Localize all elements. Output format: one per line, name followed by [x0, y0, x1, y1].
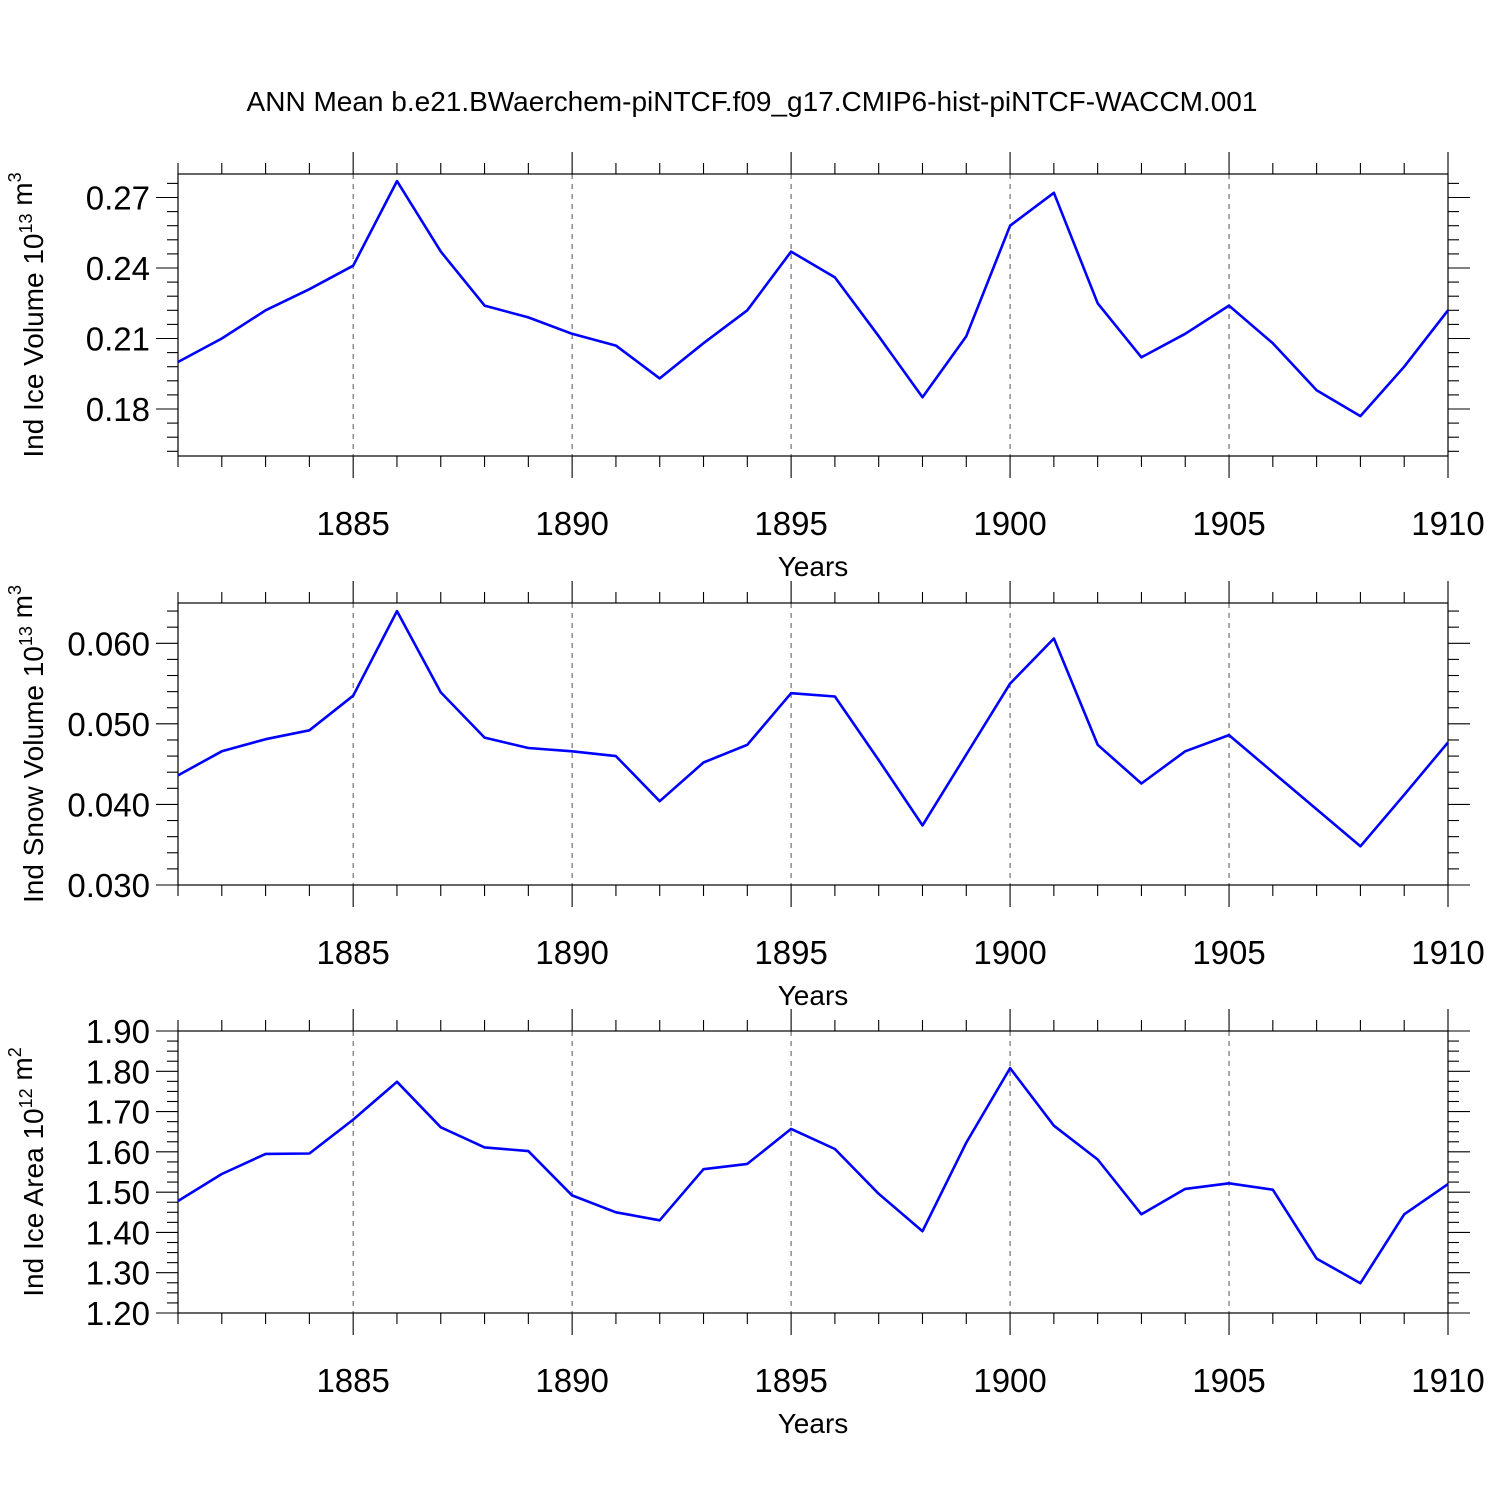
- y-tick-label: 0.24: [86, 250, 150, 287]
- y-axis-label: Ind Ice Volume 1013 m3: [5, 172, 49, 457]
- series-line-1: [177, 179, 1450, 418]
- x-axis-label: Years: [778, 980, 849, 1011]
- y-tick-label: 1.70: [86, 1094, 150, 1131]
- y-axis-label: Ind Ice Area 1012 m2: [5, 1047, 49, 1297]
- y-tick-label: 1.40: [86, 1214, 150, 1251]
- plot-frame: [177, 602, 1449, 886]
- x-tick-label: 1890: [535, 934, 608, 971]
- y-tick-label: 1.90: [86, 1013, 150, 1050]
- series-line-1: [177, 609, 1449, 848]
- plot-frame: [177, 1030, 1449, 1314]
- x-tick-label: 1905: [1192, 934, 1265, 971]
- panels: 0.18 0.21 0.24 0.27 1885 1890 1895 1900 1905 1910…: [5, 152, 1485, 1439]
- chart-panel-1: 0.18 0.21 0.24 0.27 1885 1890 1895 1900 1905 1910…: [5, 152, 1485, 582]
- y-tick-label: 1.30: [86, 1255, 150, 1292]
- y-tick-label: 1.20: [86, 1295, 150, 1332]
- x-tick-label: 1895: [754, 934, 827, 971]
- x-tick-label: 1895: [754, 505, 827, 542]
- chart-panel-3: 1.201.30 1.401.501.601.70 1.801.90 1885 1890…: [5, 1009, 1485, 1439]
- y-tick-label: 0.18: [86, 391, 150, 428]
- plot-frame: [177, 173, 1449, 457]
- x-tick-label: 1890: [535, 1362, 608, 1399]
- x-tick-label: 1885: [316, 934, 389, 971]
- chart-title: ANN Mean b.e21.BWaerchem-piNTCF.f09_g17.…: [247, 86, 1258, 117]
- x-tick-label: 1905: [1192, 505, 1265, 542]
- y-tick-label: 1.60: [86, 1134, 150, 1171]
- y-tick-label: 0.060: [67, 625, 150, 662]
- y-tick-label: 1.50: [86, 1174, 150, 1211]
- y-tick-label: 0.050: [67, 706, 150, 743]
- x-tick-label: 1900: [973, 1362, 1046, 1399]
- x-tick-label: 1885: [316, 505, 389, 542]
- y-axis-label: Ind Snow Volume 1013 m3: [5, 585, 49, 903]
- x-tick-label: 1885: [316, 1362, 389, 1399]
- y-tick-label: 0.030: [67, 867, 150, 904]
- x-tick-label: 1905: [1192, 1362, 1265, 1399]
- chart-panel-2: 0.030 0.040 0.050 0.060 1885 1890 1895 1900 1905…: [5, 581, 1485, 1011]
- y-tick-label: 0.27: [86, 180, 150, 217]
- x-tick-label: 1910: [1411, 934, 1484, 971]
- y-tick-label: 1.80: [86, 1053, 150, 1090]
- y-tick-label: 0.21: [86, 321, 150, 358]
- x-tick-label: 1910: [1411, 1362, 1484, 1399]
- x-tick-label: 1895: [754, 1362, 827, 1399]
- series-line-1: [177, 1066, 1449, 1285]
- x-tick-label: 1910: [1411, 505, 1484, 542]
- x-tick-label: 1900: [973, 505, 1046, 542]
- x-axis-label: Years: [778, 1408, 849, 1439]
- x-tick-label: 1890: [535, 505, 608, 542]
- x-axis-label: Years: [778, 551, 849, 582]
- x-tick-label: 1900: [973, 934, 1046, 971]
- y-tick-label: 0.040: [67, 786, 150, 823]
